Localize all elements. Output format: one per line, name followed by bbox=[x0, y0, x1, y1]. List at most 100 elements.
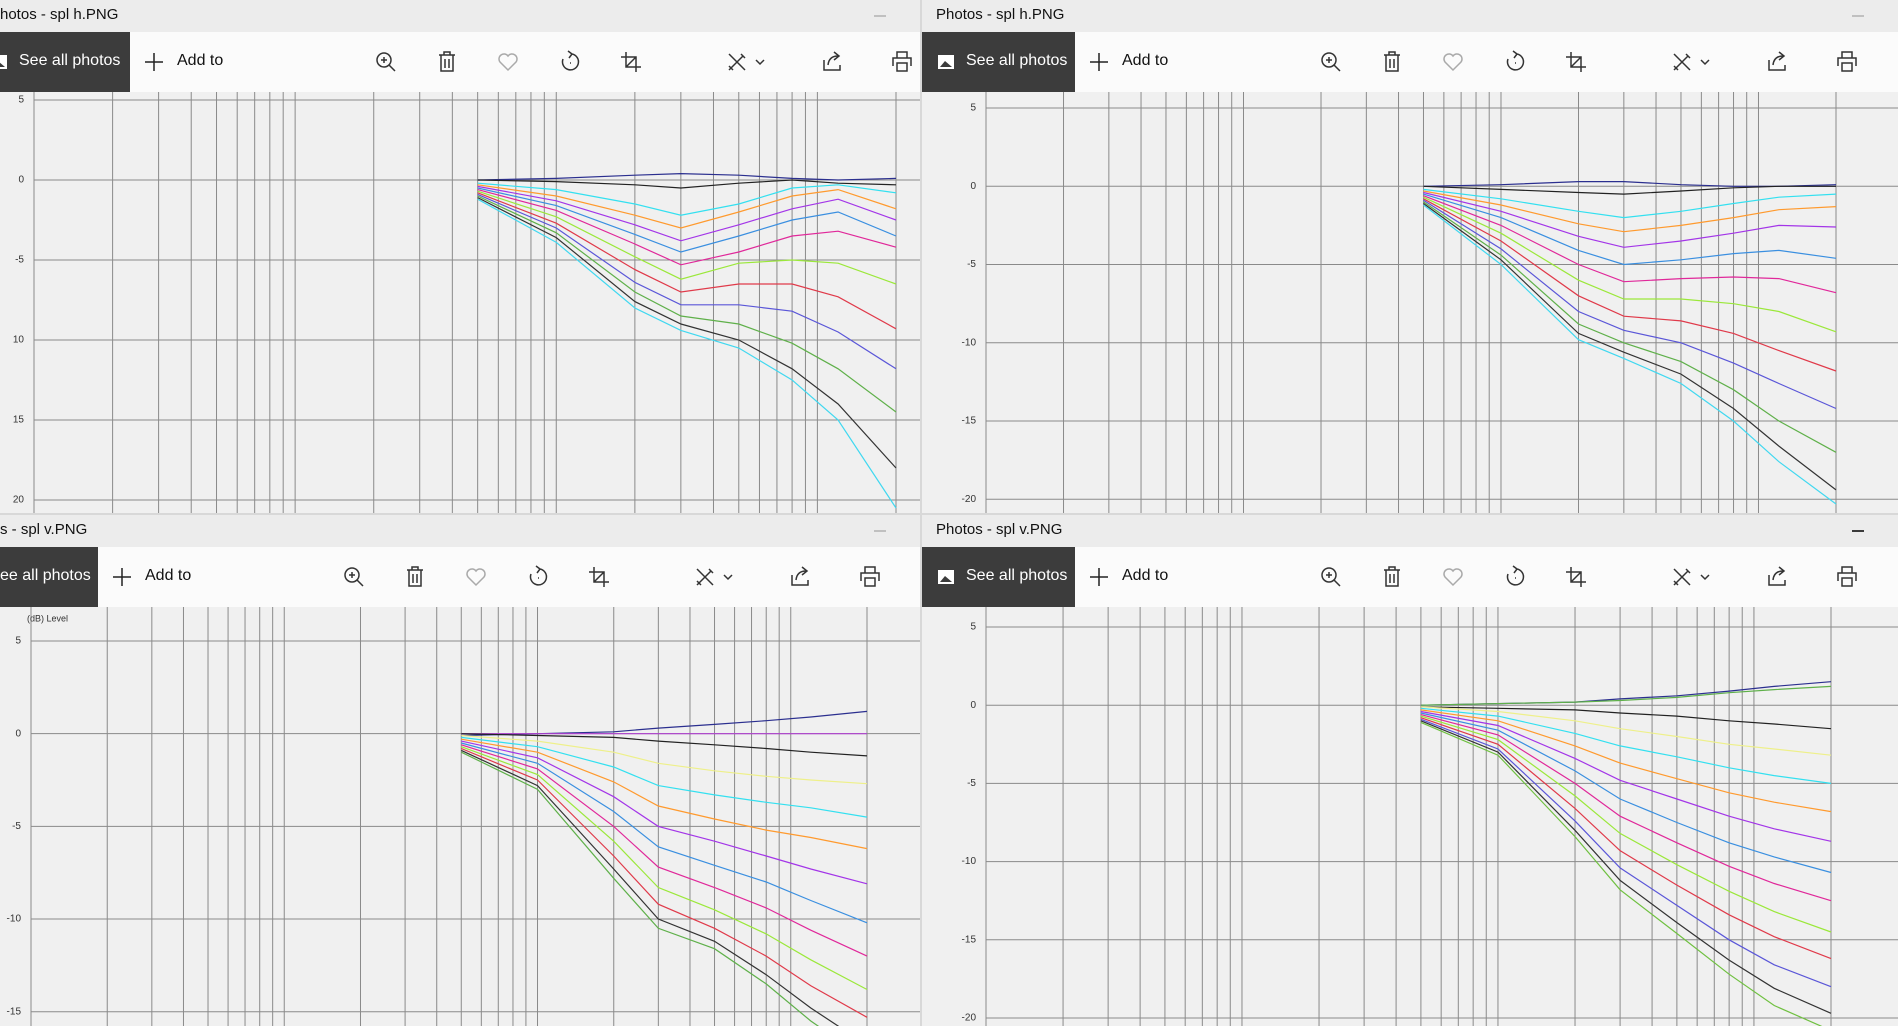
y-tick-label: -5 bbox=[967, 778, 976, 789]
heart-icon bbox=[498, 53, 518, 72]
y-tick-label: -15 bbox=[962, 416, 977, 427]
y-tick-label: -5 bbox=[12, 821, 21, 832]
see-all-photos-label[interactable]: See all photos bbox=[966, 52, 1068, 69]
photo-icon bbox=[0, 55, 7, 69]
trash-icon bbox=[407, 566, 423, 587]
response-curve bbox=[477, 182, 897, 216]
see-all-photos-label[interactable]: See all photos bbox=[966, 567, 1068, 584]
y-tick-label: -20 bbox=[962, 1013, 977, 1024]
see-all-photos-button[interactable] bbox=[0, 32, 130, 92]
crop-icon bbox=[1566, 567, 1586, 587]
response-curve bbox=[461, 738, 868, 850]
response-curve bbox=[1423, 181, 1837, 187]
print-icon bbox=[1837, 566, 1857, 587]
response-curve bbox=[461, 740, 868, 885]
response-curve bbox=[1423, 203, 1837, 491]
icon-stroke bbox=[823, 51, 841, 71]
response-curve bbox=[461, 742, 868, 924]
response-curve bbox=[477, 190, 897, 285]
see-all-photos-label[interactable]: ee all photos bbox=[0, 567, 91, 584]
response-curve bbox=[1423, 190, 1837, 233]
response-curve bbox=[477, 179, 897, 189]
plus-icon bbox=[1090, 568, 1108, 586]
icon-stroke bbox=[621, 52, 641, 72]
response-curve bbox=[1423, 191, 1837, 248]
rotate-icon bbox=[1506, 50, 1525, 71]
title-bar: Photos - spl h.PNG bbox=[922, 0, 1898, 32]
plus-icon bbox=[1090, 53, 1108, 71]
crop-icon bbox=[589, 567, 609, 587]
y-tick-label: 15 bbox=[13, 415, 25, 426]
icon-stroke bbox=[349, 572, 364, 587]
y-tick-label: -10 bbox=[962, 856, 977, 867]
icon-stroke bbox=[407, 566, 423, 587]
response-curve bbox=[1420, 706, 1832, 756]
icon-stroke bbox=[1326, 57, 1341, 72]
print-icon bbox=[892, 51, 912, 72]
heart-icon bbox=[466, 568, 486, 587]
print-icon bbox=[860, 566, 880, 587]
response-curve bbox=[477, 189, 897, 266]
window-title: Photos - spl v.PNG bbox=[936, 521, 1063, 538]
response-curve bbox=[461, 751, 820, 1026]
response-curve bbox=[1423, 204, 1837, 505]
icon-stroke bbox=[1090, 568, 1108, 586]
crop-icon bbox=[1566, 52, 1586, 72]
chev-icon bbox=[1700, 574, 1710, 581]
edit-icon bbox=[728, 53, 746, 71]
toolbar: See all photos Add to bbox=[922, 32, 1898, 92]
icon-stroke bbox=[439, 51, 455, 72]
rotate-icon bbox=[561, 50, 580, 71]
icon-stroke bbox=[755, 59, 765, 66]
add-to-label[interactable]: Add to bbox=[145, 567, 192, 584]
chart: 5 0 -5 -10 -15 -20 bbox=[962, 92, 1898, 513]
icon-stroke bbox=[1566, 52, 1586, 72]
response-curve bbox=[1423, 193, 1837, 266]
response-curve bbox=[477, 172, 897, 181]
chev-icon bbox=[755, 59, 765, 66]
rotate-icon bbox=[529, 565, 548, 586]
response-curve bbox=[1423, 195, 1837, 294]
response-curve bbox=[477, 184, 897, 229]
chart: 5 0 -5 -10 -15 -20 bbox=[962, 607, 1898, 1026]
photos-window: hotos - spl h.PNG See all photos Add to 5 0 -… bbox=[0, 0, 920, 513]
response-curve bbox=[1423, 198, 1837, 372]
add-to-label[interactable]: Add to bbox=[177, 52, 224, 69]
plus-icon bbox=[113, 568, 131, 586]
add-to-label[interactable]: Add to bbox=[1122, 52, 1169, 69]
y-tick-label: -15 bbox=[962, 934, 977, 945]
response-curve bbox=[461, 744, 868, 957]
response-curve bbox=[1420, 712, 1832, 874]
see-all-photos-label[interactable]: See all photos bbox=[19, 52, 121, 69]
icon-stroke bbox=[1326, 572, 1341, 587]
add-to-label[interactable]: Add to bbox=[1122, 567, 1169, 584]
edit-icon bbox=[1673, 53, 1691, 71]
response-curve bbox=[461, 746, 868, 991]
response-curve bbox=[1423, 185, 1836, 195]
response-curve bbox=[1420, 718, 1832, 988]
title-bar: Photos - spl v.PNG bbox=[922, 515, 1898, 547]
response-curve bbox=[461, 749, 840, 1026]
icon-fill bbox=[0, 55, 7, 69]
icon-stroke bbox=[498, 53, 518, 72]
response-curve bbox=[1420, 685, 1832, 706]
y-tick-label: 5 bbox=[15, 636, 21, 647]
photo-icon bbox=[938, 55, 954, 69]
share-icon bbox=[823, 51, 841, 71]
y-tick-label: 0 bbox=[18, 175, 24, 186]
see-all-photos-button[interactable] bbox=[0, 547, 98, 607]
photos-window: Photos - spl h.PNG See all photos Add to 5 0… bbox=[922, 0, 1898, 513]
response-curve bbox=[1420, 707, 1832, 784]
photo-icon bbox=[938, 570, 954, 584]
title-controls bbox=[874, 15, 886, 17]
icon-stroke bbox=[1443, 568, 1463, 587]
response-curve bbox=[1420, 721, 1823, 1026]
share-icon bbox=[791, 566, 809, 586]
icon-stroke bbox=[1700, 59, 1710, 66]
icon-stroke bbox=[1321, 567, 1337, 583]
toolbar-icons bbox=[938, 565, 1857, 587]
icon-stroke bbox=[381, 57, 396, 72]
icon-stroke bbox=[113, 568, 131, 586]
icon-stroke bbox=[696, 568, 714, 586]
